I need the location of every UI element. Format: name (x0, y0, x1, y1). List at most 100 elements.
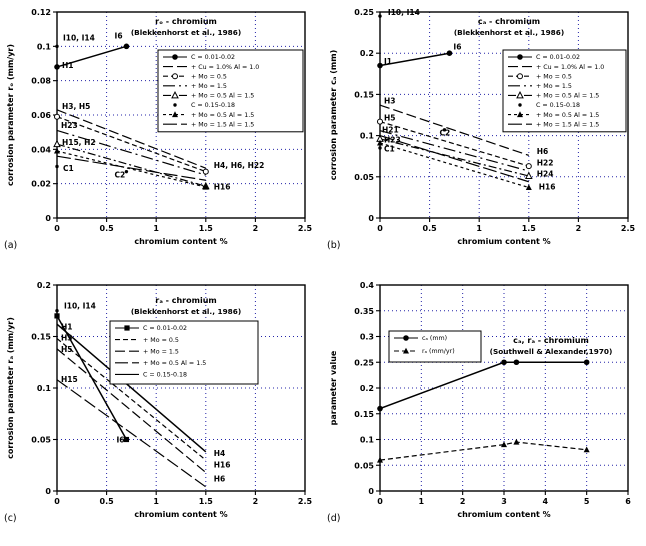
svg-text:chromium content %: chromium content % (457, 510, 550, 519)
svg-text:rₒ - chromium: rₒ - chromium (155, 17, 217, 26)
svg-text:5: 5 (584, 497, 590, 506)
panel-label-a: (a) (4, 240, 18, 251)
svg-text:2: 2 (253, 224, 259, 233)
svg-text:0.08: 0.08 (31, 77, 51, 86)
svg-text:C = 0.01-0.02: C = 0.01-0.02 (191, 54, 235, 61)
svg-text:0: 0 (368, 214, 374, 223)
svg-text:+ Mo = 1.5 Al = 1.5: + Mo = 1.5 Al = 1.5 (536, 121, 599, 128)
chart-d-canvas: 0 1 2 3 4 5 6 0 0.05 0.1 0.15 0.2 0.25 0.3 0.35 0.4 chro… (329, 281, 631, 519)
svg-text:+ Mo = 1.5: + Mo = 1.5 (191, 83, 227, 90)
svg-text:corrosion parameter rₐ (mm/y: corrosion parameter rₐ (mm/yr) (6, 317, 15, 459)
svg-text:I1: I1 (384, 57, 392, 66)
chart-panel-b: 0 0.5 1 1.5 2 2.5 0 0.05 0.1 0.15 0.2 0.25 chromium … (323, 0, 646, 273)
svg-text:0.15: 0.15 (31, 333, 51, 342)
svg-text:H6: H6 (214, 475, 226, 484)
svg-text:0.2: 0.2 (360, 384, 374, 393)
svg-text:C1: C1 (384, 144, 395, 153)
chart-panel-a: 0 0.5 1 1.5 2 2.5 0 0.02 0.04 0.06 0.08 0.1 0.12 chro… (0, 0, 323, 273)
svg-text:C = 0.15-0.18: C = 0.15-0.18 (191, 102, 235, 109)
svg-text:0.1: 0.1 (360, 436, 375, 445)
svg-text:parameter value: parameter value (329, 350, 338, 425)
svg-text:(Blekkenhorst et al., 1986): (Blekkenhorst et al., 1986) (131, 28, 241, 37)
svg-text:0.04: 0.04 (31, 145, 51, 154)
svg-text:2: 2 (253, 497, 259, 506)
svg-text:I10, I14: I10, I14 (63, 33, 95, 42)
svg-text:2.5: 2.5 (298, 497, 313, 506)
svg-text:C = 0.01-0.02: C = 0.01-0.02 (536, 54, 580, 61)
svg-text:rₐ (mm/yr): rₐ (mm/yr) (422, 348, 455, 355)
svg-text:I6: I6 (453, 42, 461, 51)
svg-text:chromium content %: chromium content % (134, 237, 227, 246)
svg-text:0: 0 (377, 497, 383, 506)
svg-text:1.5: 1.5 (199, 224, 214, 233)
svg-text:+ Mo = 0.5 Al = 1.5: + Mo = 0.5 Al = 1.5 (536, 93, 599, 100)
svg-text:0.25: 0.25 (354, 8, 374, 17)
svg-text:H3: H3 (61, 334, 73, 343)
svg-text:I6: I6 (115, 32, 123, 41)
svg-text:H5: H5 (384, 113, 396, 122)
svg-text:+ Cu = 1.0% Al = 1.0: + Cu = 1.0% Al = 1.0 (191, 64, 259, 71)
svg-text:+ Mo = 1.5: + Mo = 1.5 (536, 83, 572, 90)
svg-text:0.2: 0.2 (37, 281, 51, 290)
svg-text:1.5: 1.5 (199, 497, 214, 506)
svg-text:C2: C2 (115, 171, 126, 180)
svg-text:0.1: 0.1 (37, 384, 52, 393)
svg-text:corrosion parameter rₒ (mm/y: corrosion parameter rₒ (mm/yr) (6, 44, 15, 186)
svg-text:chromium content %: chromium content % (457, 237, 550, 246)
svg-text:0.05: 0.05 (354, 461, 374, 470)
svg-text:cₐ, rₐ - chromium: cₐ, rₐ - chromium (513, 336, 589, 345)
svg-text:+ Mo = 0.5 Al = 1.5: + Mo = 0.5 Al = 1.5 (191, 112, 254, 119)
svg-text:+ Mo = 0.5 Al = 1.5: + Mo = 0.5 Al = 1.5 (143, 360, 206, 367)
svg-text:+ Mo = 0.5: + Mo = 0.5 (143, 337, 179, 344)
svg-text:H5: H5 (61, 345, 73, 354)
svg-text:0: 0 (54, 224, 60, 233)
svg-text:0.2: 0.2 (360, 49, 374, 58)
svg-text:1.5: 1.5 (522, 224, 537, 233)
svg-text:I10, I14: I10, I14 (388, 8, 420, 17)
svg-text:0: 0 (368, 487, 374, 496)
svg-text:H16: H16 (539, 183, 556, 192)
chart-a-canvas: 0 0.5 1 1.5 2 2.5 0 0.02 0.04 0.06 0.08 0.1 0.12 chro… (6, 8, 313, 246)
svg-text:0.1: 0.1 (360, 132, 375, 141)
svg-text:3: 3 (501, 497, 507, 506)
svg-text:0.15: 0.15 (354, 90, 374, 99)
svg-text:0.5: 0.5 (100, 224, 115, 233)
svg-text:H24: H24 (537, 169, 554, 178)
svg-text:H4: H4 (214, 449, 226, 458)
chart-panel-d: 0 1 2 3 4 5 6 0 0.05 0.1 0.15 0.2 0.25 0.3 0.35 0.4 chro… (323, 273, 646, 546)
svg-text:H15, H2: H15, H2 (62, 138, 96, 147)
svg-text:0.02: 0.02 (31, 180, 51, 189)
svg-text:+ Cu = 1.0% Al = 1.0: + Cu = 1.0% Al = 1.0 (536, 64, 604, 71)
svg-text:0.3: 0.3 (360, 333, 374, 342)
svg-text:H22: H22 (537, 159, 554, 168)
svg-text:0.5: 0.5 (423, 224, 438, 233)
svg-text:H16: H16 (214, 183, 231, 192)
svg-text:0: 0 (45, 487, 51, 496)
svg-text:+ Mo = 0.5: + Mo = 0.5 (536, 73, 572, 80)
svg-text:H23: H23 (384, 136, 401, 145)
panel-label-d: (d) (327, 513, 341, 524)
svg-text:H3, H5: H3, H5 (62, 102, 90, 111)
svg-text:0: 0 (54, 497, 60, 506)
svg-text:0.1: 0.1 (37, 42, 52, 51)
svg-text:cₐ - chromium: cₐ - chromium (478, 17, 540, 26)
svg-text:0.15: 0.15 (354, 410, 374, 419)
svg-text:1: 1 (153, 224, 159, 233)
svg-text:I6: I6 (117, 436, 125, 445)
svg-text:0.35: 0.35 (354, 307, 374, 316)
chart-panel-c: 0 0.5 1 1.5 2 2.5 0 0.05 0.1 0.15 0.2 chromium cont… (0, 273, 323, 546)
svg-text:0.5: 0.5 (100, 497, 115, 506)
svg-text:0.05: 0.05 (31, 436, 51, 445)
svg-text:2: 2 (460, 497, 466, 506)
svg-text:0.12: 0.12 (31, 8, 51, 17)
svg-text:C = 0.15-0.18: C = 0.15-0.18 (536, 102, 580, 109)
svg-text:corrosion parameter cₐ (mm): corrosion parameter cₐ (mm) (329, 50, 338, 181)
svg-text:+ Mo = 1.5: + Mo = 1.5 (143, 348, 179, 355)
svg-text:1: 1 (476, 224, 482, 233)
svg-text:C = 0.15-0.18: C = 0.15-0.18 (143, 372, 187, 379)
svg-text:0.05: 0.05 (354, 173, 374, 182)
svg-text:4: 4 (543, 497, 549, 506)
svg-text:H4, H6, H22: H4, H6, H22 (214, 161, 265, 170)
svg-text:0: 0 (377, 224, 383, 233)
